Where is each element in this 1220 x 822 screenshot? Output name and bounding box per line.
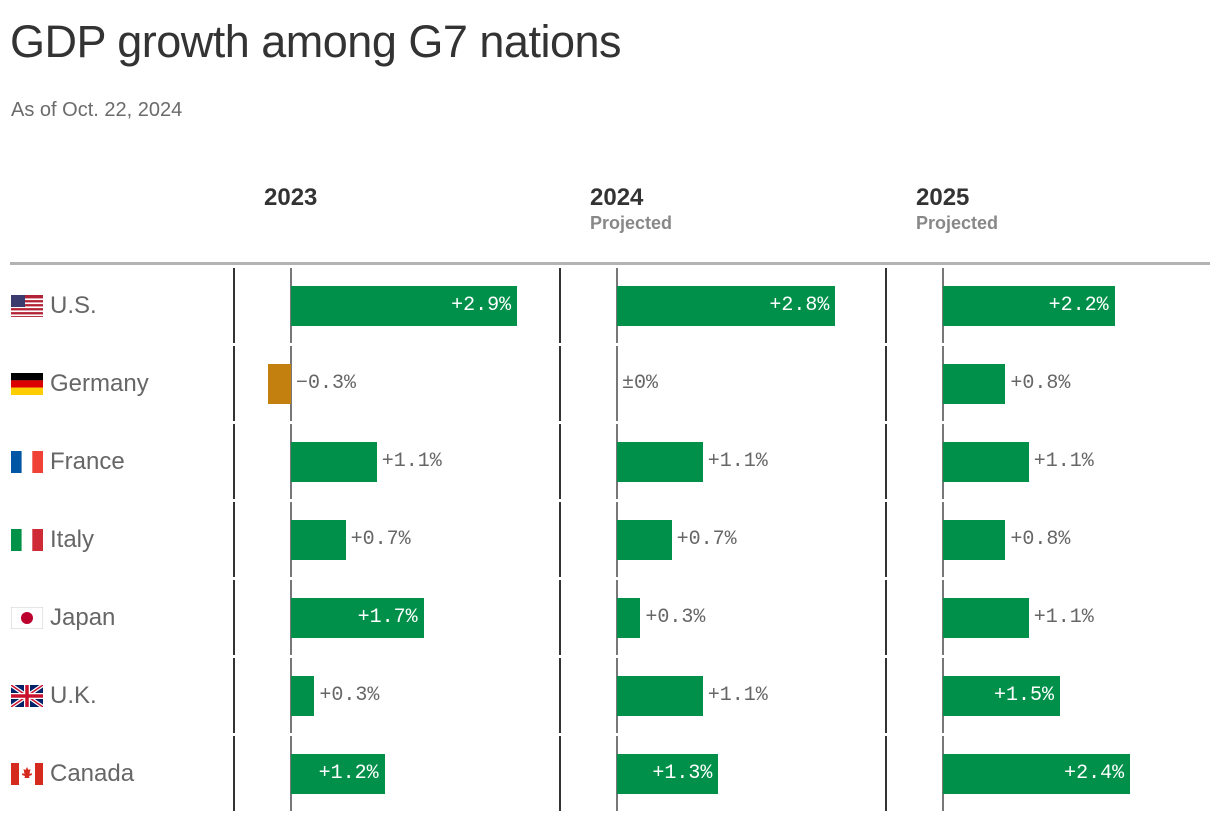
panel-separator bbox=[885, 580, 887, 655]
zero-line bbox=[290, 346, 292, 421]
data-label: +1.2% bbox=[318, 762, 379, 785]
panel-separator bbox=[559, 658, 561, 733]
country-label: France bbox=[11, 442, 125, 482]
country-label: Italy bbox=[11, 520, 94, 560]
panel-separator bbox=[885, 346, 887, 421]
bar bbox=[943, 676, 1060, 716]
chart-title: GDP growth among G7 nations bbox=[10, 16, 622, 67]
panel-separator bbox=[885, 736, 887, 811]
bar bbox=[291, 520, 346, 560]
bar bbox=[943, 520, 1006, 560]
data-label: +1.1% bbox=[707, 684, 768, 707]
country-name: U.S. bbox=[50, 292, 97, 319]
panel-separator bbox=[885, 502, 887, 577]
panel-separator bbox=[559, 424, 561, 499]
panel-separator bbox=[233, 424, 235, 499]
flag-italy-icon bbox=[11, 529, 50, 551]
header-rule bbox=[10, 262, 1210, 265]
country-name: U.K. bbox=[50, 682, 97, 709]
data-label: +1.1% bbox=[381, 450, 442, 473]
data-label: ±0% bbox=[622, 372, 659, 395]
flag-germany-icon bbox=[11, 373, 50, 395]
country-label: Canada bbox=[11, 754, 134, 794]
data-label: +2.4% bbox=[1064, 762, 1125, 785]
panel-header-2024: 2024 Projected bbox=[590, 184, 672, 234]
country-label: Japan bbox=[11, 598, 115, 638]
panel-separator bbox=[233, 580, 235, 655]
panel-separator bbox=[233, 736, 235, 811]
country-name: Italy bbox=[50, 526, 95, 553]
chart-subtitle: As of Oct. 22, 2024 bbox=[11, 99, 183, 121]
bar bbox=[291, 676, 315, 716]
bar bbox=[617, 286, 836, 326]
data-label: +1.1% bbox=[1033, 606, 1094, 629]
panel-year: 2025 bbox=[916, 184, 970, 211]
bar bbox=[943, 754, 1131, 794]
data-label: +0.8% bbox=[1010, 372, 1071, 395]
panel-header-2025: 2025 Projected bbox=[916, 184, 998, 234]
bar bbox=[617, 442, 703, 482]
bar bbox=[943, 364, 1006, 404]
data-label: +1.5% bbox=[993, 684, 1054, 707]
panel-separator bbox=[559, 580, 561, 655]
bar bbox=[291, 442, 377, 482]
zero-line bbox=[616, 346, 618, 421]
country-label: U.S. bbox=[11, 286, 97, 326]
panel-separator bbox=[885, 268, 887, 343]
panel-separator bbox=[559, 502, 561, 577]
panel-separator bbox=[233, 268, 235, 343]
bar bbox=[291, 598, 424, 638]
panel-separator bbox=[233, 346, 235, 421]
country-name: France bbox=[50, 448, 125, 475]
panel-header-2023: 2023 bbox=[264, 184, 317, 212]
data-label: −0.3% bbox=[296, 372, 357, 395]
country-label: Germany bbox=[11, 364, 149, 404]
flag-canada-icon bbox=[11, 763, 50, 785]
data-label: +1.7% bbox=[357, 606, 418, 629]
bar bbox=[943, 598, 1029, 638]
bar bbox=[267, 364, 291, 404]
bar bbox=[291, 754, 385, 794]
panel-year: 2023 bbox=[264, 184, 318, 211]
bar bbox=[617, 676, 703, 716]
data-label: +2.2% bbox=[1048, 294, 1109, 317]
data-label: +0.7% bbox=[676, 528, 737, 551]
flag-uk-icon bbox=[11, 685, 50, 707]
country-name: Germany bbox=[50, 370, 149, 397]
data-label: +1.1% bbox=[1033, 450, 1094, 473]
flag-us-icon bbox=[11, 295, 50, 317]
panel-note: Projected bbox=[590, 213, 673, 233]
bar bbox=[617, 520, 672, 560]
data-label: +0.3% bbox=[645, 606, 706, 629]
country-name: Canada bbox=[50, 760, 135, 787]
panel-year: 2024 bbox=[590, 184, 644, 211]
flag-japan-icon bbox=[11, 607, 50, 629]
bar bbox=[291, 286, 518, 326]
data-label: +0.7% bbox=[350, 528, 411, 551]
data-label: +1.3% bbox=[652, 762, 713, 785]
flag-france-icon bbox=[11, 451, 50, 473]
data-label: +2.9% bbox=[451, 294, 512, 317]
panel-separator bbox=[885, 424, 887, 499]
panel-separator bbox=[885, 658, 887, 733]
data-label: +1.1% bbox=[707, 450, 768, 473]
bar bbox=[943, 442, 1029, 482]
country-label: U.K. bbox=[11, 676, 97, 716]
data-label: +0.8% bbox=[1010, 528, 1071, 551]
panel-separator bbox=[233, 502, 235, 577]
bar bbox=[617, 598, 641, 638]
data-label: +2.8% bbox=[769, 294, 830, 317]
data-label: +0.3% bbox=[319, 684, 380, 707]
bar bbox=[943, 286, 1115, 326]
country-name: Japan bbox=[50, 604, 116, 631]
panel-separator bbox=[233, 658, 235, 733]
bar bbox=[617, 754, 719, 794]
panel-separator bbox=[559, 346, 561, 421]
panel-separator bbox=[559, 268, 561, 343]
panel-note: Projected bbox=[916, 213, 999, 233]
panel-separator bbox=[559, 736, 561, 811]
